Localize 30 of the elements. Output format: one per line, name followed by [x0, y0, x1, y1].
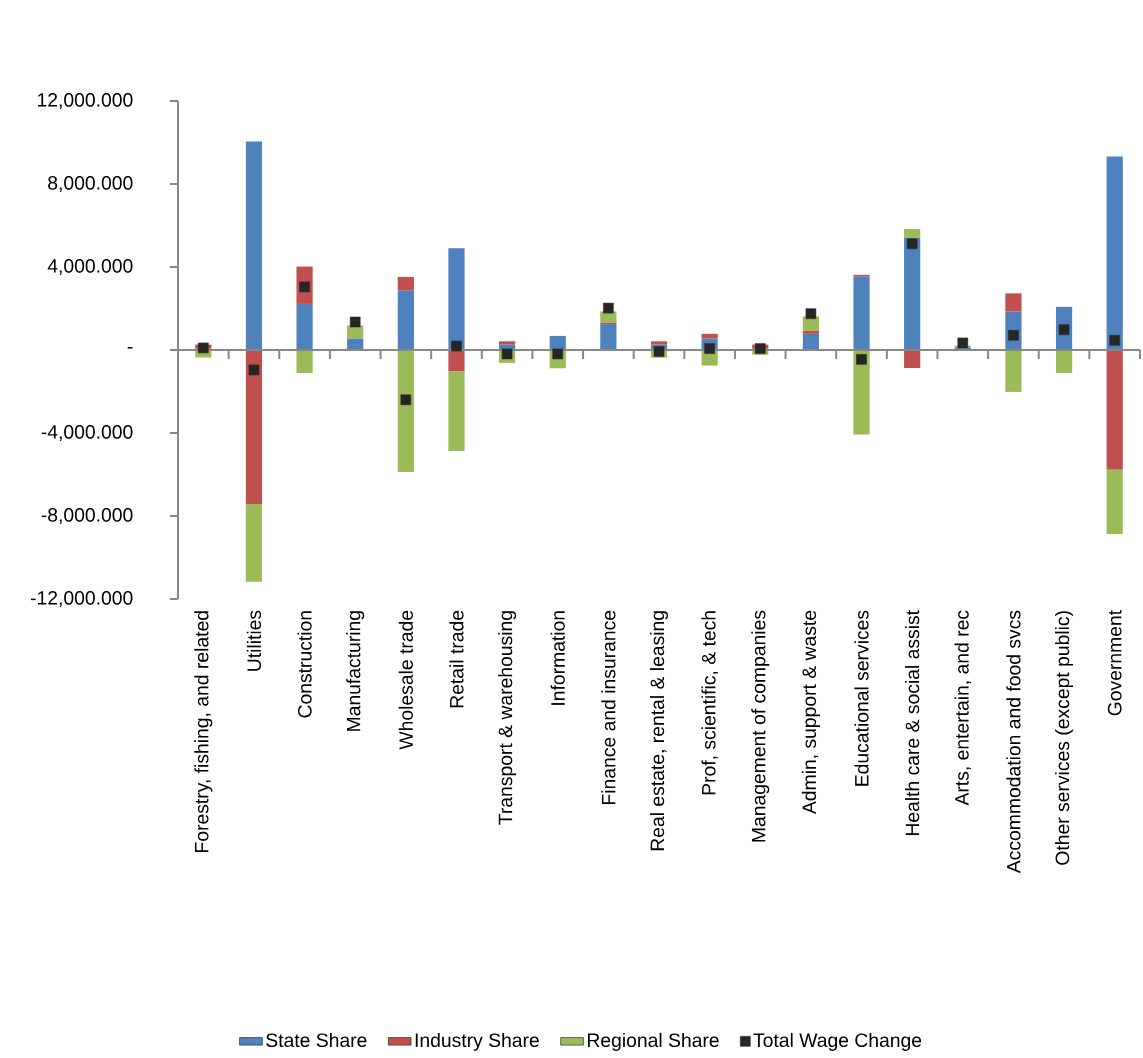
- x-tick-label: Government: [1107, 610, 1122, 716]
- y-tick-label: 12,000.000: [37, 93, 133, 109]
- x-tick-label: Manufacturing: [346, 611, 365, 731]
- x-tick-label: Finance and insurance: [601, 610, 616, 804]
- x-tick-label: Construction: [297, 611, 312, 718]
- x-tick-label: Transport & warehousing: [498, 611, 517, 825]
- y-tick-label: -: [127, 347, 133, 349]
- y-tick-label: -4,000.000: [41, 425, 133, 441]
- x-tick-label: Real estate, rental & leasing: [649, 611, 669, 851]
- x-tick-label: Management of companies: [751, 610, 770, 842]
- legend-label: Regional Share: [587, 1032, 719, 1051]
- x-tick-label: Information: [550, 611, 565, 705]
- x-tick-label: Other services (except public): [1055, 611, 1074, 865]
- y-tick-label: -8,000.000: [41, 508, 133, 524]
- y-tick-label: 8,000.000: [48, 176, 133, 192]
- y-tick-label: 4,000.000: [47, 259, 133, 275]
- x-tick-label: Utilities: [246, 610, 262, 671]
- x-tick-label: Educational services: [854, 610, 869, 786]
- legend-label: State Share: [266, 1032, 367, 1048]
- x-tick-label: Arts, entertain, and rec: [954, 610, 972, 806]
- x-tick-label: Forestry, fishing, and related: [194, 611, 213, 852]
- legend-label: Industry Share: [415, 1032, 539, 1051]
- x-tick-label: Health care & social assist: [905, 610, 920, 836]
- x-tick-label: Wholesale trade: [398, 610, 413, 750]
- x-tick-label: Admin, support & waste: [801, 610, 820, 815]
- legend-label: Total Wage Change: [753, 1032, 922, 1051]
- x-tick-label: Retail trade: [449, 610, 464, 708]
- x-tick-label: Prof, scientific, & tech: [701, 611, 718, 795]
- x-tick-label: Accommodation and food svcs: [1006, 610, 1021, 874]
- y-tick-label: -12,000.000: [30, 591, 133, 607]
